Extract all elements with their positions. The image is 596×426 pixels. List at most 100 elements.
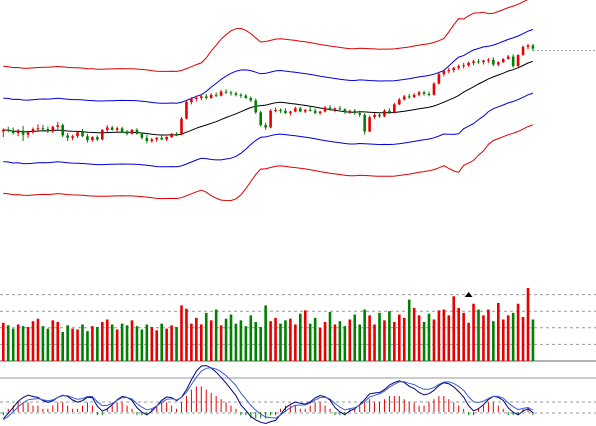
candle [135,128,139,135]
volume-bar [249,315,253,361]
candle [526,43,530,50]
volume-bar [393,321,396,361]
candle [155,137,159,142]
volume-bar [96,326,99,361]
candle [239,93,243,98]
candle [511,54,515,68]
volume-bar [180,305,183,361]
candle-body [457,66,460,68]
candle-body [120,128,124,133]
candle-body [145,137,149,142]
volume-bar [229,314,233,361]
volume-bar [383,320,386,361]
candle [86,133,89,143]
candle [229,90,233,96]
candle-body [91,137,94,141]
volume-bar [328,312,332,361]
oscillator-gridlines [0,401,596,414]
candle [170,133,173,138]
upper-outer-band [3,0,528,72]
candle-body [531,45,535,49]
candle-body [96,137,99,140]
oscillator-histogram [2,386,534,419]
candle [249,96,253,102]
candle [160,135,163,141]
volume-bar [204,312,208,361]
volume-bar [402,317,406,361]
candle [393,102,396,114]
candle [101,129,104,141]
candle [412,93,416,98]
candle [110,125,114,131]
candle [71,134,74,141]
candle [200,94,203,101]
volume-bar [368,315,371,361]
volume-bar [274,317,277,361]
volume-bar [244,326,248,361]
candle [81,129,84,138]
candle [303,109,307,114]
candle-body [333,108,337,110]
candle-body [497,62,500,65]
candle [6,126,10,133]
candle [348,109,352,114]
candle-body [130,129,134,134]
volume-bar [26,326,30,361]
volume-bar [185,308,188,361]
volume-bar [46,328,50,361]
candle-body [264,125,267,128]
volume-bar [289,318,292,361]
candle-body [46,129,50,132]
candle-body [318,111,322,114]
candle-body [51,126,55,132]
candle-body [482,60,485,63]
lower-inner-band [3,92,534,168]
candle [432,82,436,96]
volume-bar [412,307,416,361]
candle-body [477,61,480,63]
candle [417,90,421,97]
candle-body [66,135,69,138]
candle [338,105,342,110]
volume-bar [41,326,45,361]
volume-bar [432,319,436,361]
candle [91,136,94,142]
candle-body [214,94,218,96]
volume-gridlines [0,294,596,362]
candle [447,67,451,74]
candle-body [487,59,490,61]
candle [204,94,208,100]
candle-body [150,139,154,142]
candle-body [516,54,520,67]
volume-bar [214,309,218,361]
volume-bar [101,321,104,361]
candle [472,59,475,66]
candle-body [56,125,60,127]
candle [244,94,248,99]
volume-bar [120,323,124,361]
candle [41,125,45,131]
candle [46,126,50,134]
candle [195,95,198,102]
volume-bar [437,310,441,361]
candle [422,90,426,96]
volume-bar [6,325,10,361]
candle-body [368,117,371,132]
candle-body [41,128,45,130]
candle-body [165,137,168,140]
candle-body [427,94,431,96]
volume-bar [219,325,223,361]
candle [269,109,272,129]
volume-bar [155,330,159,361]
candle [323,105,327,113]
candle-body [11,130,15,134]
volume-bar [130,320,134,361]
volume-bar [61,331,64,361]
candle [279,108,282,114]
volume-bar [497,302,500,361]
volume-bar [81,324,84,361]
candle [487,58,490,63]
candle [378,112,381,118]
candle-body [105,127,109,130]
candle [442,69,446,77]
